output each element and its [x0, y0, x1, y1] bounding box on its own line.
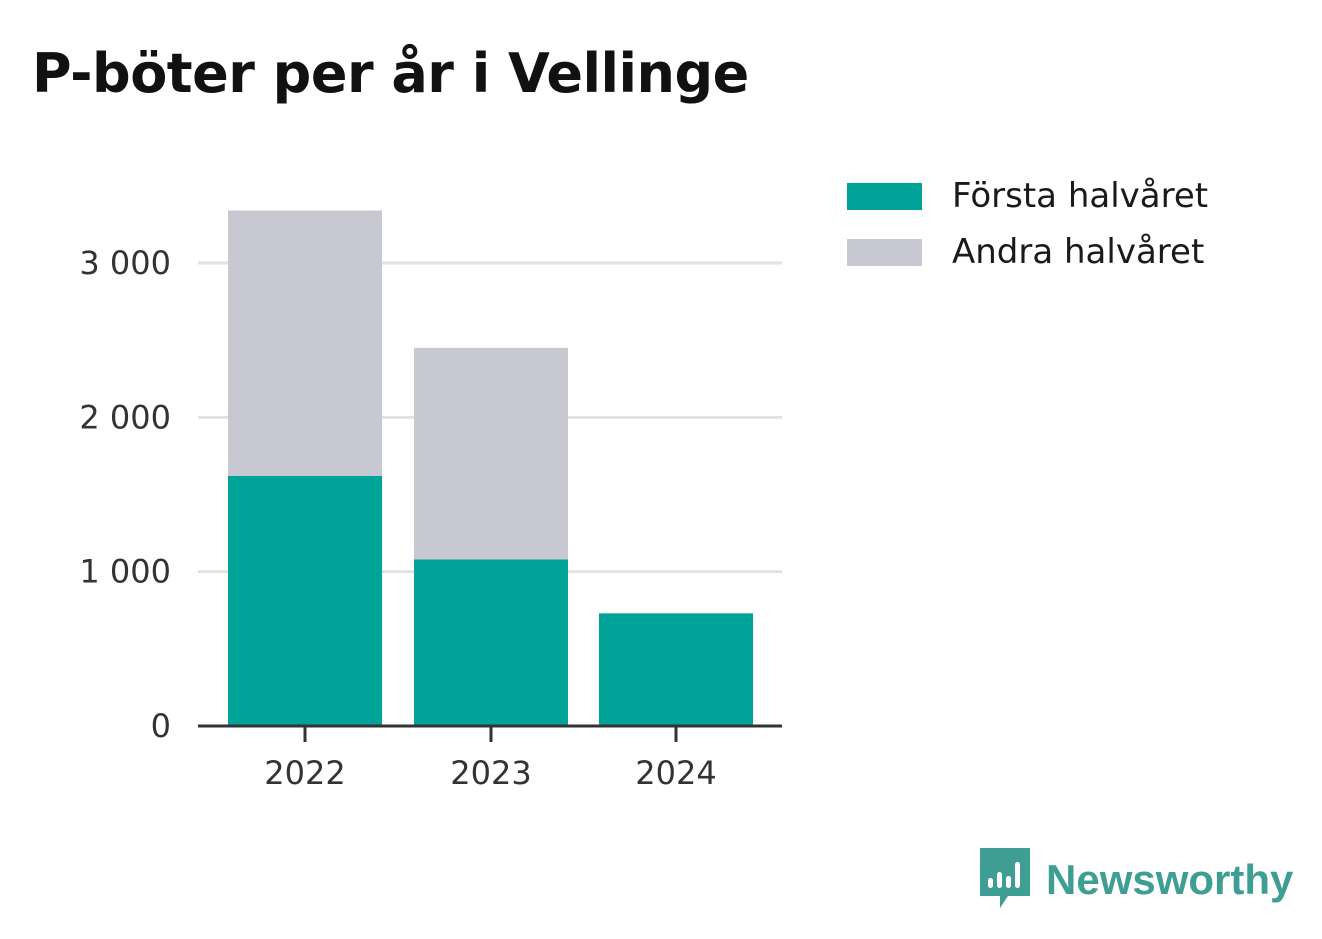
x-axis — [198, 724, 782, 742]
x-tick-label-2024: 2024 — [635, 754, 716, 792]
y-axis-tick-labels: 0 1 000 2 000 3 000 — [79, 244, 171, 745]
x-tick-label-2022: 2022 — [264, 754, 345, 792]
legend-item-first-half[interactable]: Första halvåret — [847, 168, 1208, 224]
x-axis-tick-labels: 2022 2023 2024 — [264, 754, 716, 792]
bar-2024-series-0 — [599, 613, 753, 726]
legend-label-second-half: Andra halvåret — [952, 232, 1205, 272]
bar-2023-series-0 — [414, 559, 568, 726]
y-tick-label: 3 000 — [79, 244, 171, 282]
legend-label-first-half: Första halvåret — [952, 176, 1209, 216]
bar-2022-series-0 — [228, 475, 382, 726]
newsworthy-logo-icon — [980, 848, 1030, 908]
legend-swatch-second-half — [847, 238, 922, 266]
y-tick-label: 1 000 — [79, 553, 171, 591]
brand[interactable]: Newsworthy — [980, 848, 1293, 912]
legend-item-second-half[interactable]: Andra halvåret — [847, 224, 1208, 280]
bar-2022-series-1 — [228, 210, 382, 476]
chart-title: P-böter per år i Vellinge — [32, 42, 749, 105]
legend-swatch-first-half — [847, 182, 922, 210]
bar-2023-series-1 — [414, 347, 568, 560]
x-tick-label-2023: 2023 — [450, 754, 531, 792]
y-tick-label: 0 — [151, 707, 171, 745]
legend: Första halvåret Andra halvåret — [847, 168, 1208, 280]
brand-name: Newsworthy — [1046, 856, 1294, 903]
bars — [228, 210, 753, 726]
y-tick-label: 2 000 — [79, 398, 171, 436]
